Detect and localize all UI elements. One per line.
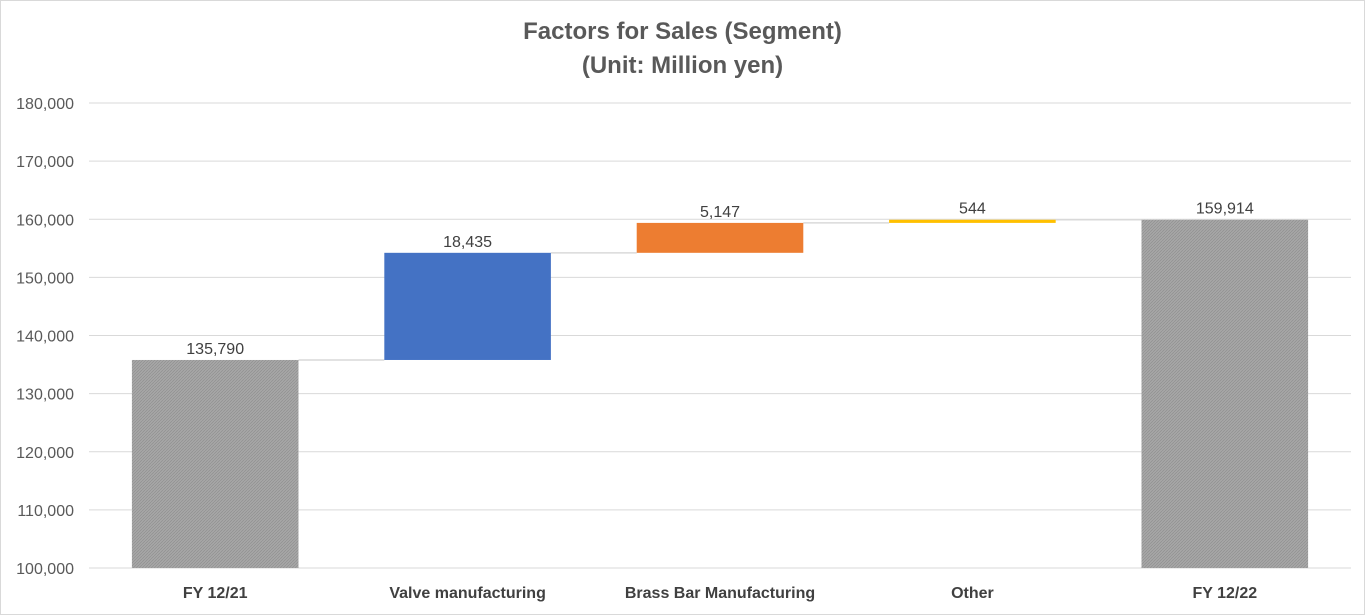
chart-subtitle: (Unit: Million yen) [581,52,784,79]
y-axis-ticks: 100,000 110,000 120,000 130,000 140,000 150,0… [16,96,74,578]
data-labels: 135,790 18,435 5,147 544 159,914 [186,201,1254,358]
data-label-valve-manufacturing: 18,435 [443,234,492,251]
category-label-other: Other [951,585,994,602]
data-label-brass-bar-manufacturing: 5,147 [700,204,740,221]
category-label-fy-12-22: FY 12/22 [1192,585,1257,602]
chart-title-block: Factors for Sales (Segment) (Unit: Milli… [1,15,1364,83]
data-label-fy-12-22: 159,914 [1196,201,1254,218]
category-label-brass-bar-manufacturing: Brass Bar Manufacturing [625,585,815,602]
category-labels: FY 12/21 Valve manufacturing Brass Bar Man… [183,585,1257,602]
data-label-fy-12-21: 135,790 [186,341,244,358]
y-tick-label: 100,000 [16,561,74,578]
y-tick-label: 110,000 [17,503,74,520]
bar-fy-12-21 [131,359,299,568]
chart-title: Factors for Sales (Segment) [523,18,842,45]
y-tick-label: 160,000 [16,212,74,229]
y-tick-label: 130,000 [16,387,74,404]
bars [131,219,1309,568]
data-label-other: 544 [959,201,986,218]
y-tick-label: 180,000 [16,96,74,113]
y-tick-label: 140,000 [16,329,74,346]
bar-brass-bar-manufacturing [636,222,804,253]
bar-fy-12-22 [1141,219,1309,568]
y-tick-label: 120,000 [16,445,74,462]
bar-valve-manufacturing [384,252,551,360]
bar-other [889,219,1056,223]
y-tick-label: 170,000 [16,154,74,171]
category-label-fy-12-21: FY 12/21 [183,585,248,602]
connector-lines [298,218,1142,361]
y-tick-label: 150,000 [16,270,74,287]
category-label-valve-manufacturing: Valve manufacturing [389,585,546,602]
